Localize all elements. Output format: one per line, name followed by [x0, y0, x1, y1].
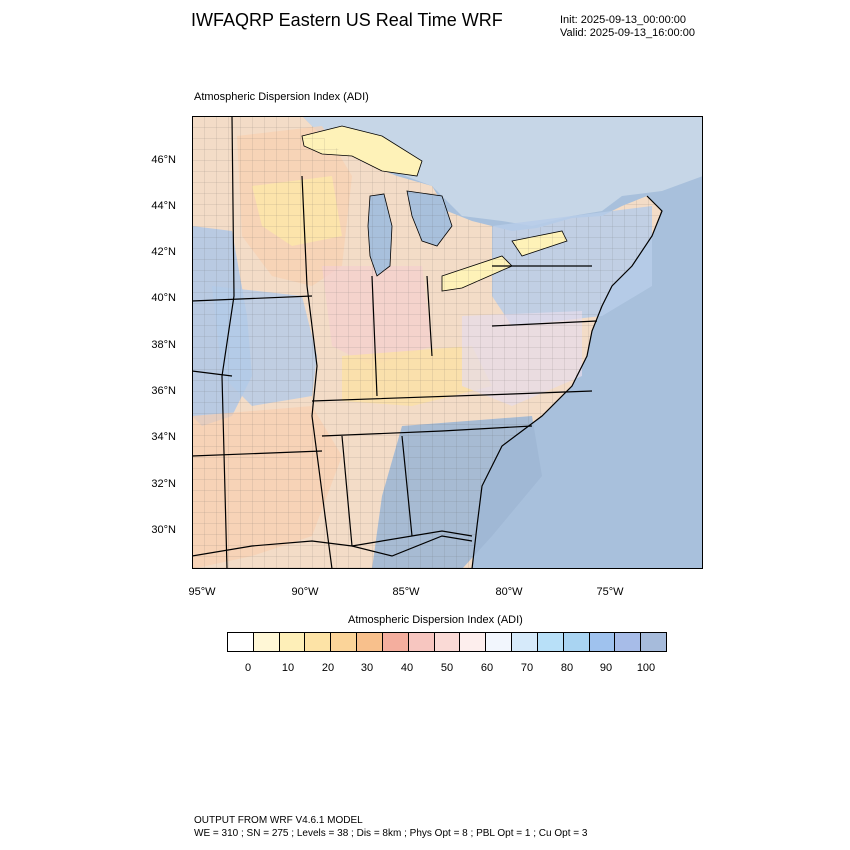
atlantic-coast — [471, 195, 663, 569]
colorbar-swatch — [382, 633, 409, 651]
colorbar — [227, 632, 667, 652]
colorbar-swatch — [228, 633, 254, 651]
colorbar-swatch — [641, 633, 667, 651]
colorbar-tick-0: 0 — [244, 662, 252, 674]
model-info: OUTPUT FROM WRF V4.6.1 MODEL — [194, 815, 363, 826]
map-border — [192, 116, 703, 569]
adi-map — [192, 116, 703, 569]
lat-label-38: 38°N — [151, 339, 176, 351]
colorbar-swatch — [305, 633, 332, 651]
colorbar-swatch — [486, 633, 513, 651]
county-lines — [192, 116, 662, 569]
lat-label-32: 32°N — [151, 478, 176, 490]
colorbar-tick-20: 20 — [321, 662, 335, 674]
lat-label-34: 34°N — [151, 431, 176, 443]
colorbar-swatch — [589, 633, 616, 651]
colorbar-tick-30: 30 — [360, 662, 374, 674]
colorbar-tick-90: 90 — [599, 662, 613, 674]
lat-label-46: 46°N — [151, 154, 176, 166]
lat-label-40: 40°N — [151, 292, 176, 304]
lat-label-44: 44°N — [151, 200, 176, 212]
lat-label-36: 36°N — [151, 385, 176, 397]
colorbar-tick-60: 60 — [480, 662, 494, 674]
colorbar-tick-100: 100 — [636, 662, 656, 674]
lat-label-42: 42°N — [151, 246, 176, 258]
canada-land — [302, 116, 703, 226]
colorbar-swatch — [408, 633, 435, 651]
colorbar-tick-70: 70 — [520, 662, 534, 674]
lon-label-90: 90°W — [291, 586, 319, 598]
colorbar-swatch — [537, 633, 564, 651]
valid-time: Valid: 2025-09-13_16:00:00 — [560, 27, 695, 39]
colorbar-tick-80: 80 — [560, 662, 574, 674]
colorbar-swatch — [279, 633, 306, 651]
colorbar-tick-40: 40 — [400, 662, 414, 674]
gulf-coast — [192, 535, 473, 557]
plot-title: Atmospheric Dispersion Index (ADI) — [194, 91, 369, 103]
lon-label-80: 80°W — [495, 586, 523, 598]
lon-label-75: 75°W — [596, 586, 624, 598]
init-time: Init: 2025-09-13_00:00:00 — [560, 14, 686, 26]
colorbar-tick-10: 10 — [281, 662, 295, 674]
colorbar-swatch — [460, 633, 487, 651]
colorbar-swatch — [563, 633, 590, 651]
lat-label-30: 30°N — [151, 524, 176, 536]
main-title: IWFAQRP Eastern US Real Time WRF — [191, 10, 503, 30]
colorbar-swatch — [434, 633, 461, 651]
colorbar-tick-50: 50 — [440, 662, 454, 674]
legend-title: Atmospheric Dispersion Index (ADI) — [348, 614, 523, 626]
colorbar-swatch — [253, 633, 280, 651]
colorbar-swatch — [357, 633, 383, 651]
colorbar-swatch — [512, 633, 538, 651]
colorbar-swatch — [615, 633, 642, 651]
model-config: WE = 310 ; SN = 275 ; Levels = 38 ; Dis … — [194, 828, 588, 839]
lon-label-95: 95°W — [188, 586, 216, 598]
colorbar-swatch — [331, 633, 358, 651]
lon-label-85: 85°W — [392, 586, 420, 598]
